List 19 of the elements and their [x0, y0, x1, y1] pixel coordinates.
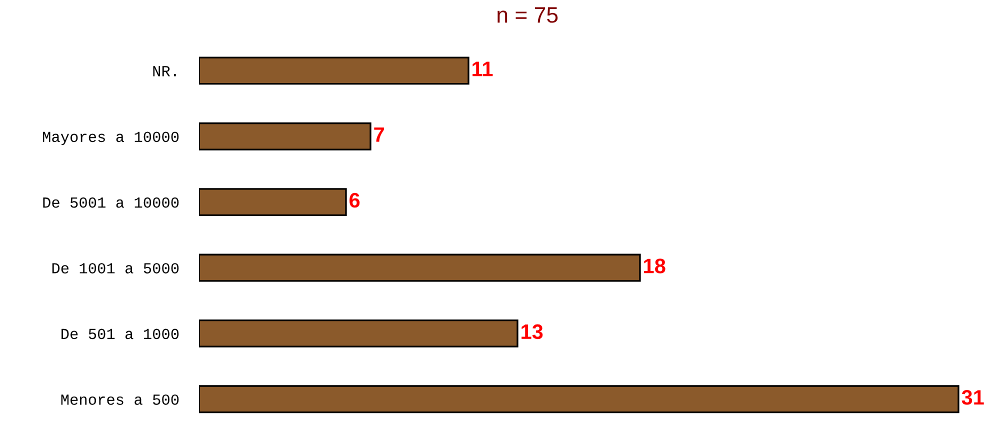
data-label: 7	[374, 127, 384, 142]
data-label: 6	[350, 192, 360, 208]
bar	[199, 319, 518, 348]
chart-title: n = 75	[498, 7, 558, 23]
y-tick-label: NR.	[153, 66, 176, 76]
data-label: 11	[472, 62, 493, 76]
y-tick-label: De 1001 a 5000	[52, 263, 179, 274]
bar	[199, 254, 641, 282]
bar	[199, 385, 960, 414]
data-label: 13	[522, 324, 543, 340]
y-tick-label: Mayores a 10000	[42, 132, 179, 146]
bar	[199, 122, 372, 150]
bar	[199, 188, 347, 216]
y-tick-label: Menores a 500	[61, 394, 179, 405]
y-tick-label: De 501 a 1000	[62, 328, 179, 340]
data-label: 31	[962, 390, 984, 405]
bar	[199, 56, 470, 85]
y-tick-label: De 5001 a 10000	[43, 197, 179, 208]
data-label: 18	[644, 258, 666, 274]
